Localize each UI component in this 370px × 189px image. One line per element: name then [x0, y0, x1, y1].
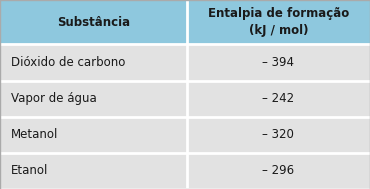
- Text: – 296: – 296: [262, 164, 295, 177]
- Text: Vapor de água: Vapor de água: [11, 92, 97, 105]
- Text: Substância: Substância: [57, 16, 130, 29]
- Text: – 242: – 242: [262, 92, 295, 105]
- Bar: [0, 44, 370, 81]
- Bar: [0, 153, 370, 189]
- Text: Metanol: Metanol: [11, 128, 58, 141]
- Bar: [0, 117, 370, 153]
- Text: Dióxido de carbono: Dióxido de carbono: [11, 56, 125, 69]
- Text: – 320: – 320: [262, 128, 295, 141]
- Bar: [0, 0, 370, 44]
- Text: Etanol: Etanol: [11, 164, 48, 177]
- Bar: [0, 81, 370, 117]
- Text: – 394: – 394: [262, 56, 295, 69]
- Text: Entalpia de formação
(kJ / mol): Entalpia de formação (kJ / mol): [208, 7, 349, 37]
